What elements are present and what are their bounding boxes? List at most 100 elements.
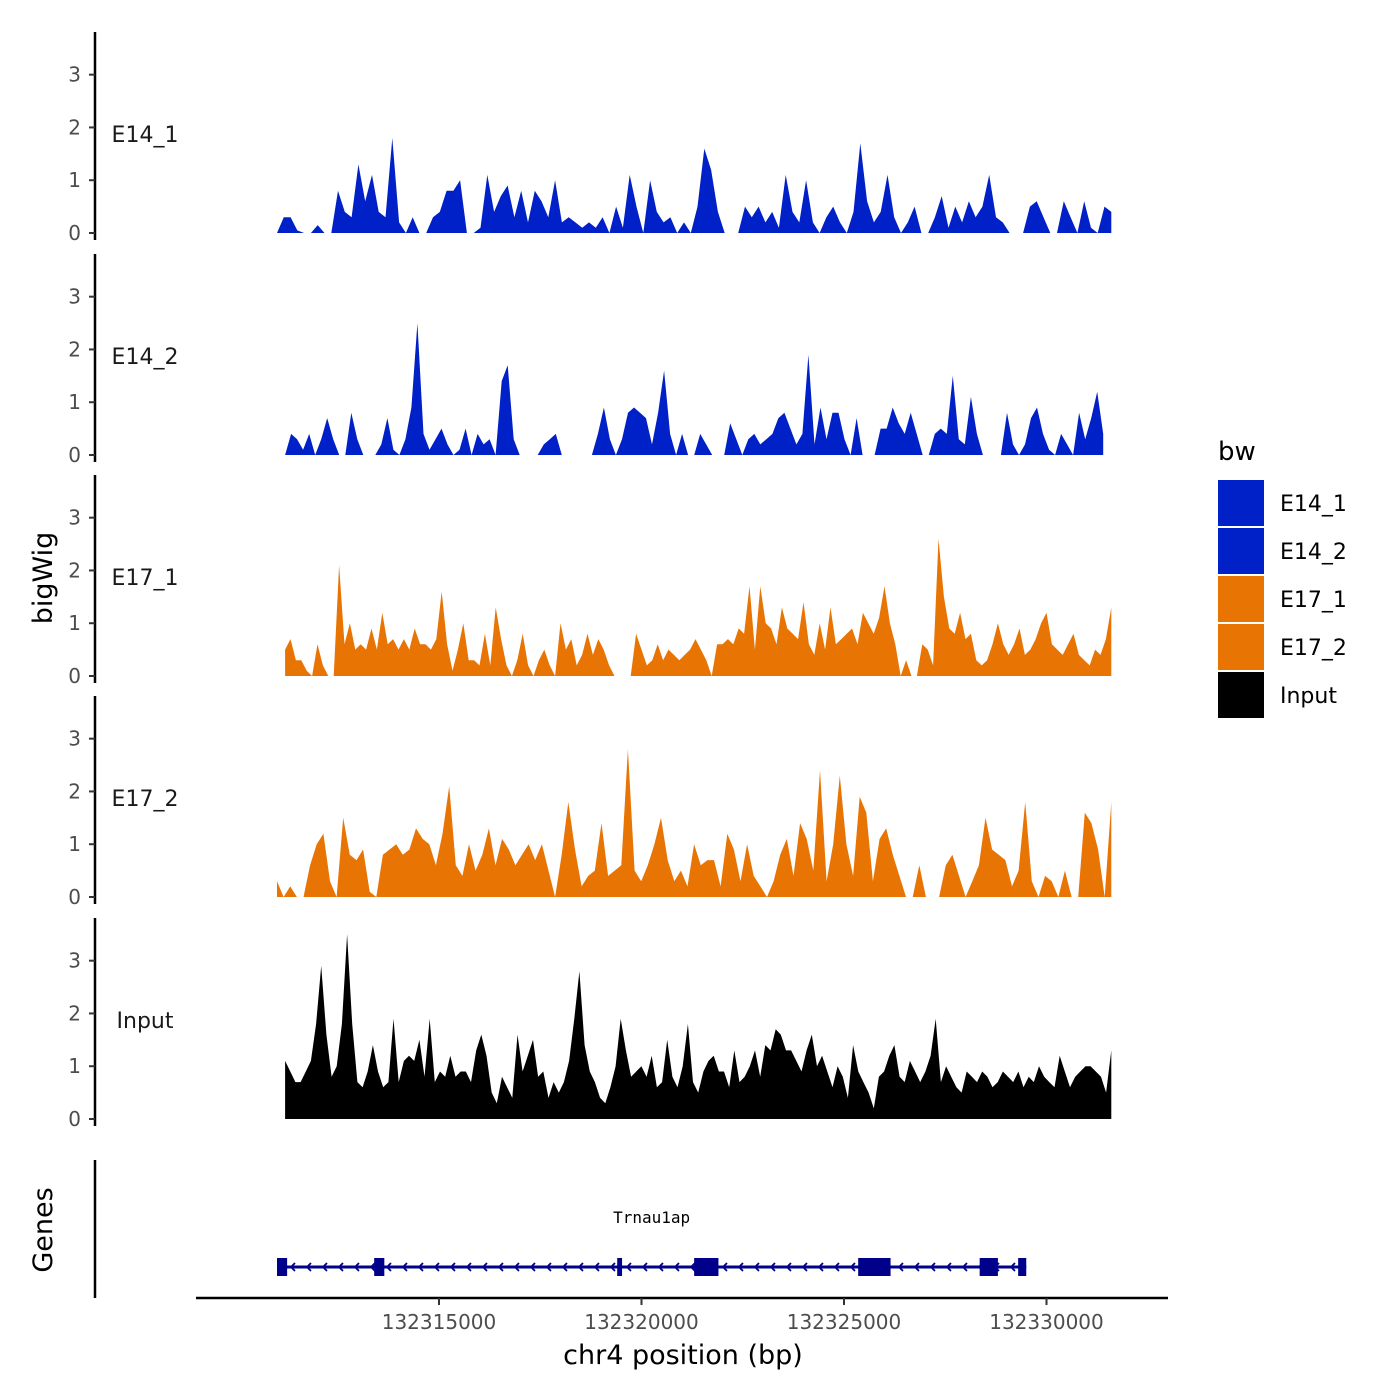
x-axis: 132315000 132320000 132325000 132330000 [196,1296,1168,1334]
strand-chevron [369,1262,376,1272]
track-panels: 0 1 2 3 E14_1 0 1 2 3 E14_2 0 1 2 3 E17_1 0 1 2 3 E17_2 0 1 2 3… [68,32,1112,1131]
track-panel-E14_1: 0 1 2 3 E14_1 [68,32,1112,245]
legend-label-E17_1: E17_1 [1280,588,1347,613]
y-tick-label: 1 [68,1054,81,1078]
legend-label-E17_2: E17_2 [1280,636,1347,661]
strand-chevron [321,1262,328,1272]
strand-chevron [337,1262,344,1272]
legend-title: bw [1218,437,1256,467]
strand-chevron [529,1262,536,1272]
y-tick-label: 3 [68,727,81,751]
legend-swatch-E14_2 [1218,528,1264,574]
strand-chevron [657,1262,664,1272]
gene-exon [858,1258,891,1276]
legend-swatch-E17_2 [1218,624,1264,670]
y-tick-label: 3 [68,63,81,87]
y-tick-label: 1 [68,832,81,856]
y-tick-label: 3 [68,949,81,973]
track-label-E14_2: E14_2 [112,345,179,370]
track-label-E17_2: E17_2 [112,787,179,812]
track-panel-E14_2: 0 1 2 3 E14_2 [68,254,1104,467]
gene-exon [617,1258,623,1276]
y-tick-label: 0 [68,221,81,245]
strand-chevron [417,1262,424,1272]
area-series-E14_1 [277,138,1112,233]
strand-chevron [513,1262,520,1272]
strand-chevron [577,1262,584,1272]
strand-chevron [401,1262,408,1272]
strand-chevron [593,1262,600,1272]
y-tick-label: 0 [68,664,81,688]
x-tick-label: 132315000 [382,1310,497,1334]
strand-chevron [609,1262,616,1272]
legend-swatch-E17_1 [1218,576,1264,622]
strand-chevron [641,1262,648,1272]
strand-chevron [385,1262,392,1272]
gene-exon [277,1258,288,1276]
y-tick-label: 2 [68,115,81,139]
area-series-E17_1 [285,538,1112,676]
gene-label: Trnau1ap [613,1208,690,1227]
strand-chevron [449,1262,456,1272]
y-tick-label: 3 [68,506,81,530]
legend-swatch-E14_1 [1218,480,1264,526]
gene-exon [979,1258,998,1276]
area-series-Input [285,934,1112,1119]
strand-chevron [913,1262,920,1272]
x-axis-title: chr4 position (bp) [563,1340,803,1371]
strand-chevron [833,1262,840,1272]
strand-chevron [785,1262,792,1272]
x-tick-label: 132320000 [584,1310,699,1334]
strand-chevron [545,1262,552,1272]
legend-swatch-Input [1218,672,1264,718]
y-axis-title: bigWig [28,532,59,625]
strand-chevron [1009,1262,1016,1272]
strand-chevron [817,1262,824,1272]
y-tick-label: 3 [68,285,81,309]
area-series-E17_2 [277,749,1112,897]
y-tick-label: 0 [68,885,81,909]
x-tick-label: 132330000 [989,1310,1104,1334]
track-label-E17_1: E17_1 [112,566,179,591]
area-series-E14_2 [285,323,1104,455]
strand-chevron [625,1262,632,1272]
strand-chevron [305,1262,312,1272]
track-panel-E17_1: 0 1 2 3 E17_1 [68,475,1112,688]
strand-chevron [929,1262,936,1272]
strand-chevron [497,1262,504,1272]
strand-chevron [753,1262,760,1272]
x-tick-label: 132325000 [787,1310,902,1334]
strand-chevron [769,1262,776,1272]
strand-chevron [721,1262,728,1272]
strand-chevron [897,1262,904,1272]
genes-axis-title: Genes [28,1187,59,1272]
track-label-E14_1: E14_1 [112,123,179,148]
legend-label-Input: Input [1280,684,1337,709]
strand-chevron [689,1262,696,1272]
gene-exon [374,1258,385,1276]
strand-chevron [353,1262,360,1272]
y-tick-label: 2 [68,1001,81,1025]
track-label-Input: Input [117,1009,174,1034]
strand-chevron [673,1262,680,1272]
y-tick-label: 2 [68,558,81,582]
strand-chevron [945,1262,952,1272]
y-tick-label: 0 [68,443,81,467]
strand-chevron [289,1262,296,1272]
track-panel-E17_2: 0 1 2 3 E17_2 [68,696,1112,909]
strand-chevron [481,1262,488,1272]
gene-exon [1018,1258,1027,1276]
legend: bw E14_1 E14_2 E17_1 E17_2 Input [1218,437,1347,718]
y-tick-label: 0 [68,1107,81,1131]
gene-exon [694,1258,719,1276]
track-panel-Input: 0 1 2 3 Input [68,918,1112,1131]
y-tick-label: 2 [68,337,81,361]
legend-label-E14_1: E14_1 [1280,492,1347,517]
y-tick-label: 1 [68,390,81,414]
strand-chevron [801,1262,808,1272]
legend-label-E14_2: E14_2 [1280,540,1347,565]
strand-chevron [961,1262,968,1272]
strand-chevron [465,1262,472,1272]
strand-chevron [737,1262,744,1272]
